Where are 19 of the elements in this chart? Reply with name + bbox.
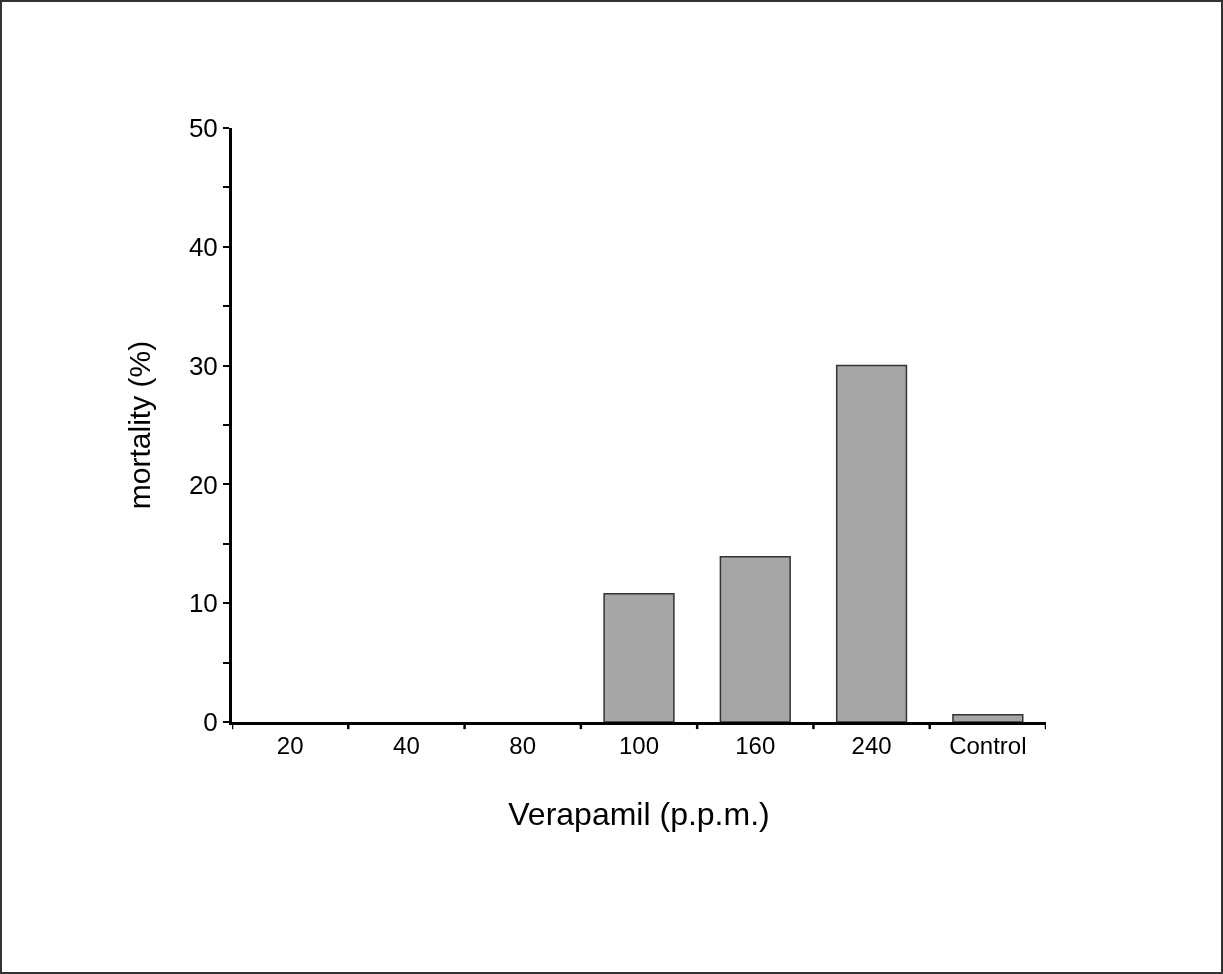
bar [952, 714, 1024, 722]
bar [603, 592, 675, 722]
x-tick-label: 40 [393, 731, 420, 759]
x-tick-label: Control [949, 731, 1027, 759]
x-tick-label: 100 [618, 731, 660, 759]
y-axis-title: mortality (%) [122, 340, 156, 510]
x-tick-label: 160 [735, 731, 776, 759]
bar [719, 556, 791, 722]
y-tick-label: 10 [188, 588, 218, 619]
y-tick-label: 30 [188, 350, 218, 381]
x-tick-label: 240 [851, 731, 892, 759]
y-tick-label: 0 [203, 707, 218, 738]
x-tick-label: 20 [276, 731, 304, 759]
x-axis-title: Verapamil (p.p.m.) [508, 795, 770, 832]
bar [835, 364, 908, 722]
y-tick-label: 20 [188, 469, 218, 500]
y-tick-label: 40 [188, 231, 218, 262]
x-tick-label: 80 [509, 731, 537, 759]
y-tick-label: 50 [188, 113, 218, 144]
